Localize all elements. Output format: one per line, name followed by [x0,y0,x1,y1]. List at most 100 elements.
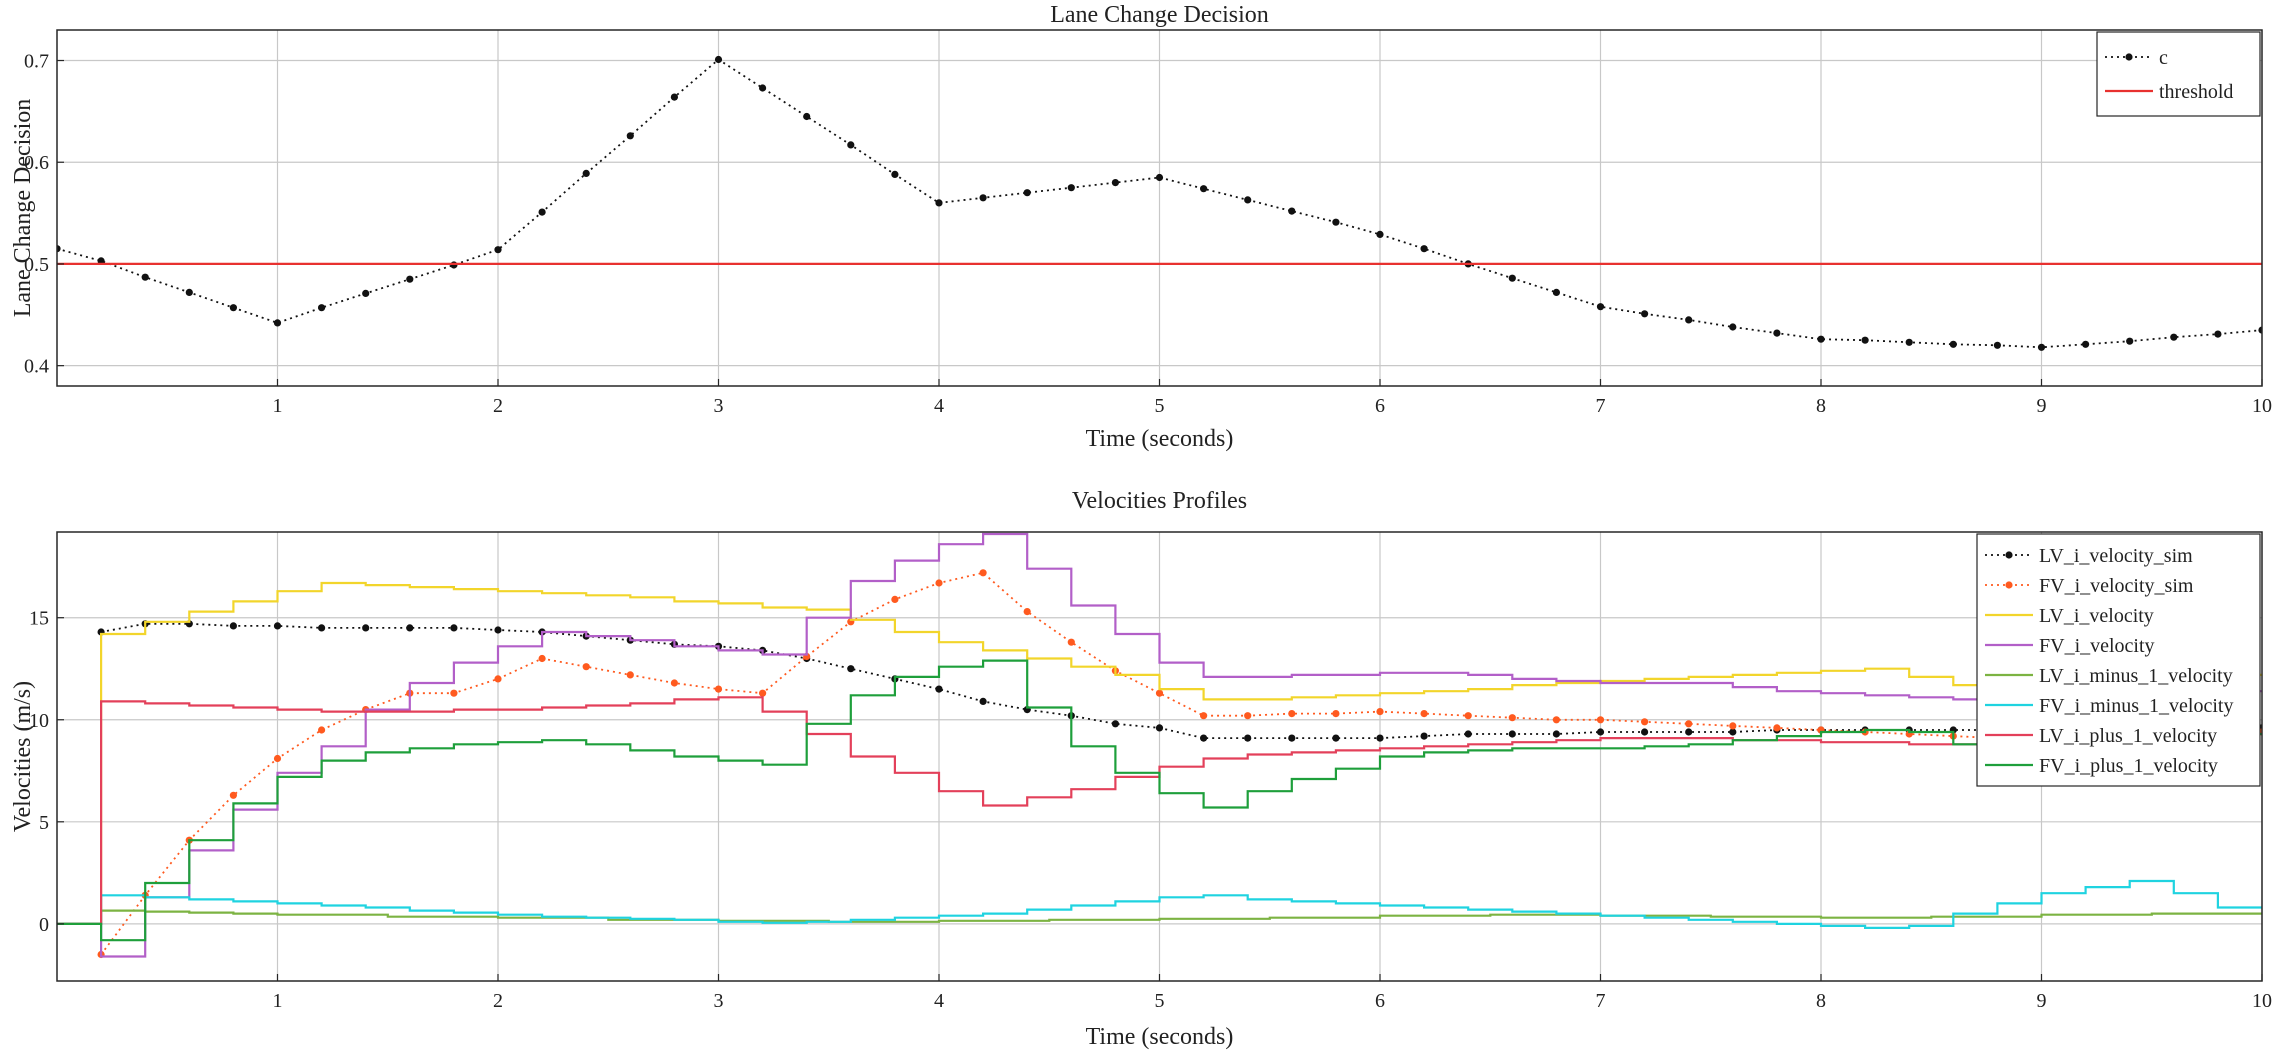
legend-label: threshold [2159,81,2233,103]
y-tick-label: 0.6 [24,152,49,174]
x-tick-label: 10 [2252,990,2272,1012]
data-point [1817,335,1825,343]
y-tick-label: 0 [39,914,49,936]
data-point [935,199,943,207]
series-line [57,696,2262,926]
legend: c threshold [2096,31,2261,117]
data-point [1773,329,1781,337]
data-point [979,569,987,577]
data-point [97,257,105,265]
data-point [141,273,149,281]
data-point [538,208,546,216]
data-point [1596,303,1605,311]
legend-item-lv-i-velocity: LV_i_velocity [1985,605,2154,627]
data-point [1464,730,1472,738]
x-tick-label: 3 [714,990,724,1012]
data-point [185,288,193,296]
data-point [1111,720,1119,728]
chart-title: Lane Change Decision [1050,2,1269,28]
y-tick-label: 15 [29,608,49,630]
data-point [362,289,370,297]
data-point [582,663,590,671]
data-point [1155,689,1164,697]
x-tick-label: 7 [1596,990,1606,1012]
series-line [57,581,2262,926]
data-point [1641,718,1649,726]
data-point [1861,336,1869,344]
data-point [1023,608,1031,616]
data-point [494,626,502,634]
x-tick-label: 4 [934,395,944,417]
series-fv-i-minus-1-velocity [57,879,2262,930]
data-point [1905,338,1913,346]
legend-label: c [2159,47,2168,69]
legend-box [1976,533,2261,787]
data-point [1067,184,1075,192]
data-point [1023,189,1031,197]
data-point [1067,638,1075,646]
y-tick-label: 5 [39,812,49,834]
data-point [406,624,414,632]
data-point [1200,712,1208,720]
data-point [803,112,811,121]
data-point [273,622,282,630]
legend-item-fv-i-plus-1-velocity: FV_i_plus_1_velocity [1985,755,2218,777]
data-point [1155,724,1164,732]
data-point [1729,722,1737,730]
series-line [100,622,2262,739]
x-tick-label: 1 [273,990,283,1012]
series-line [100,571,2262,956]
x-tick-label: 5 [1155,990,1165,1012]
data-point [2082,340,2090,348]
data-point [979,194,987,202]
series-group [57,532,2262,959]
data-point [1200,185,1208,193]
data-point [273,754,282,763]
data-point [1949,340,1957,348]
data-point [1464,712,1472,720]
x-tick-label: 8 [1816,395,1826,417]
data-point [229,304,237,312]
y-tick-label: 0.4 [24,356,49,378]
data-point [1376,734,1384,742]
data-point [57,245,61,253]
data-point [406,275,414,283]
y-tick-label: 0.7 [24,51,49,73]
data-point [1200,734,1208,742]
data-point [1685,316,1693,324]
series-fv-i-velocity-sim [97,569,2262,959]
data-point [494,246,502,254]
x-tick-label: 6 [1375,990,1385,1012]
data-point [1288,207,1296,215]
data-point [1596,728,1605,736]
data-point [1332,218,1340,226]
data-point [229,791,237,799]
data-point [1596,716,1605,724]
data-point [1685,728,1693,736]
data-point [1641,728,1649,736]
series-fv-i-plus-1-velocity [57,659,2262,942]
data-point [1244,734,1252,742]
data-point [935,579,943,587]
data-point [714,55,723,64]
legend-label: LV_i_plus_1_velocity [2039,725,2217,747]
data-point [670,93,679,101]
legend-label: FV_i_velocity [2039,635,2155,657]
data-point [979,697,987,706]
series-fv-i-velocity [57,532,2262,958]
x-tick-label: 2 [493,990,503,1012]
x-tick-label: 9 [2037,395,2047,417]
data-point [1552,288,1560,296]
data-point [1288,710,1296,718]
legend-marker [2125,53,2133,61]
data-point [847,665,855,673]
data-point [1155,173,1164,182]
data-point [1729,728,1737,736]
data-point [1729,323,1737,331]
data-point [229,622,237,630]
x-tick-label: 4 [934,990,944,1012]
data-point [1508,714,1516,722]
series-lv-i-velocity [57,581,2262,926]
x-tick-label: 8 [1816,990,1826,1012]
